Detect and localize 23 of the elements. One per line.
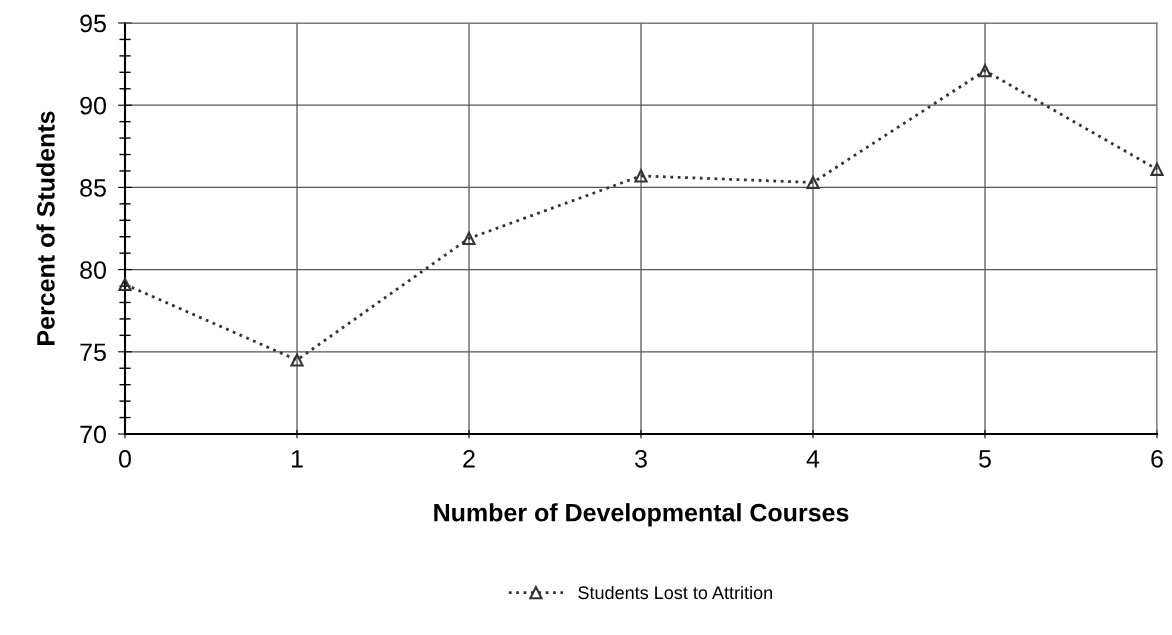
y-tick-label: 95 — [80, 14, 106, 33]
x-axis-title: Number of Developmental Courses — [434, 503, 849, 527]
point — [634, 169, 648, 183]
y-tick-label: 90 — [80, 96, 106, 115]
x-tick-label: 6 — [1151, 449, 1163, 468]
point — [978, 64, 992, 78]
legend-label: Students Lost to Attrition — [578, 585, 772, 600]
x-tick-label: 3 — [635, 449, 647, 468]
y-tick-label: 75 — [80, 343, 106, 362]
y-axis-title: Percent of Students — [36, 111, 55, 345]
x-tick-label: 1 — [291, 450, 303, 468]
point — [806, 175, 820, 190]
point — [118, 277, 132, 291]
x-tick-label: 4 — [806, 450, 820, 468]
x-tick-label: 0 — [119, 449, 131, 468]
y-tick-label: 85 — [80, 179, 106, 197]
point — [462, 231, 476, 245]
point — [1150, 162, 1164, 176]
x-tick-label: 5 — [979, 450, 991, 468]
point — [290, 353, 304, 367]
y-tick-label: 70 — [80, 425, 106, 444]
y-tick-label: 80 — [80, 261, 106, 279]
x-tick-label: 2 — [463, 449, 475, 468]
